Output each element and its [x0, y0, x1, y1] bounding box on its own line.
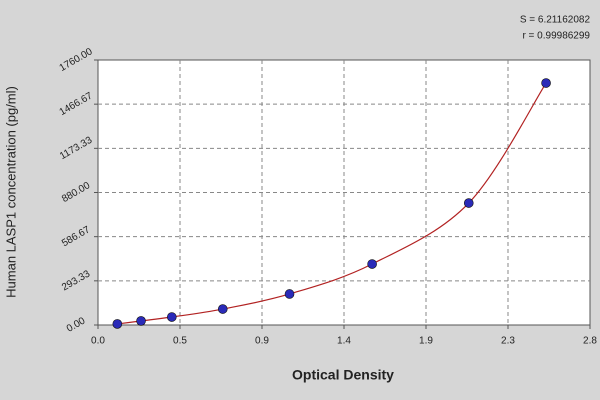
x-axis-label: Optical Density — [292, 367, 394, 383]
x-tick-label: 0.0 — [91, 336, 105, 347]
data-point — [284, 289, 295, 299]
y-axis-label: Human LASP1 concentration (pg/ml) — [3, 86, 18, 298]
data-point — [167, 312, 177, 322]
data-point — [217, 304, 228, 314]
data-point — [541, 78, 551, 88]
data-point — [463, 198, 474, 208]
annotation: S = 6.21162082 — [520, 15, 591, 26]
x-tick-label: 0.5 — [173, 336, 187, 347]
data-point — [112, 319, 123, 329]
x-tick-label: 2.8 — [583, 336, 597, 347]
data-point — [136, 316, 146, 326]
annotation: r = 0.99986299 — [522, 31, 590, 42]
x-tick-label: 1.9 — [419, 336, 433, 347]
x-tick-label: 2.3 — [501, 336, 515, 347]
x-tick-label: 1.4 — [337, 336, 351, 347]
x-tick-label: 0.9 — [255, 336, 269, 347]
data-point — [367, 259, 377, 269]
